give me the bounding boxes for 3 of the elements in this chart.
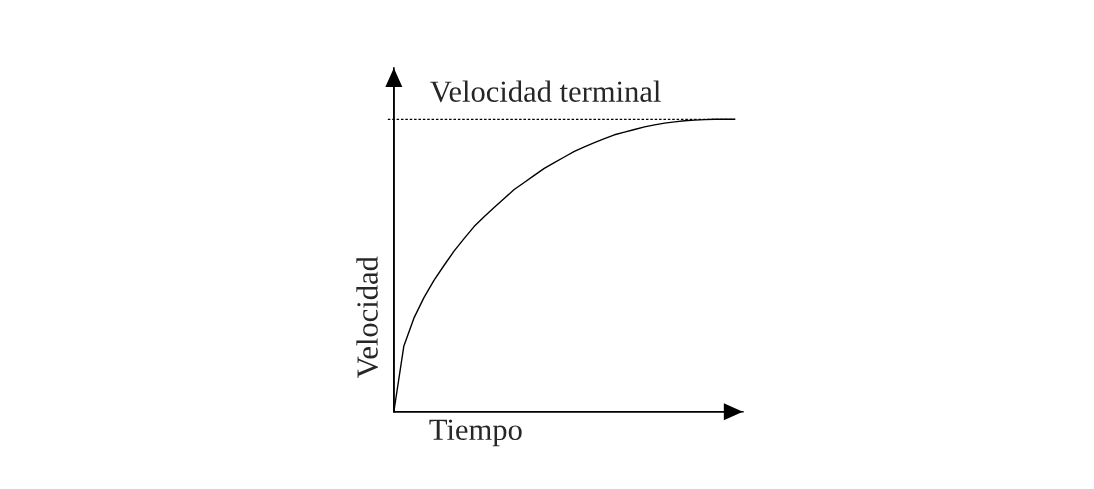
x-axis-title: Tiempo (429, 419, 522, 447)
ref-line-label: Velocidad terminal (430, 80, 661, 103)
y-axis-title: Velocidad (356, 256, 379, 378)
